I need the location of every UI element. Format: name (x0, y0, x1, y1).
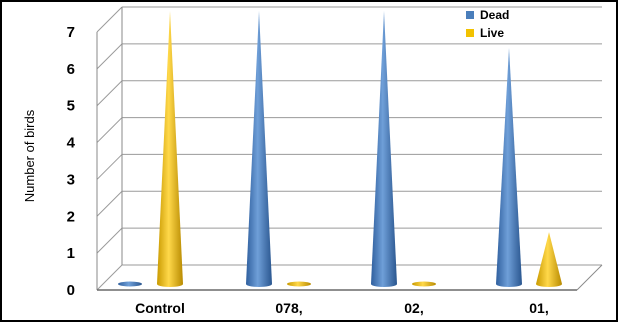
gridline-diagonal (96, 154, 123, 180)
y-tick-label: 5 (67, 98, 75, 115)
gridline-diagonal (96, 190, 123, 217)
x-category-label: 01, (529, 300, 548, 316)
gridline-diagonal (96, 80, 123, 107)
y-tick-label: 3 (67, 171, 75, 188)
y-axis-title: Number of birds (22, 109, 37, 202)
cone-marks (118, 11, 562, 287)
legend-swatch-dead (466, 11, 474, 19)
axes (96, 7, 603, 291)
x-category-label: 02, (404, 300, 423, 316)
y-tick-label: 7 (67, 24, 75, 41)
cone-live (536, 232, 562, 287)
gridline-diagonal (96, 117, 123, 143)
legend: Dead Live (466, 8, 509, 40)
cone-dead (246, 11, 272, 287)
legend-swatch-live (466, 29, 474, 37)
cone-dead (496, 47, 522, 287)
cone-base-dead (118, 281, 142, 287)
gridline-diagonal (96, 227, 123, 254)
gridline-diagonal (96, 43, 123, 70)
legend-label-live: Live (480, 26, 504, 40)
x-category-labels: Control 078, 02, 01, (135, 300, 549, 316)
gridline-diagonal (96, 6, 123, 33)
y-tick-label: 6 (67, 61, 75, 78)
x-category-label: Control (135, 300, 185, 316)
cone-live (157, 11, 183, 287)
floor-edge (576, 264, 603, 291)
cone-base-live (287, 281, 311, 287)
y-tick-label: 2 (67, 208, 75, 225)
x-category-label: 078, (275, 300, 302, 316)
gridlines (96, 6, 602, 291)
y-tick-label: 4 (67, 135, 76, 152)
gridline-diagonal (96, 264, 123, 291)
cone-dead (371, 11, 397, 287)
y-tick-label: 1 (67, 245, 75, 262)
legend-label-dead: Dead (480, 8, 509, 22)
cone-base-live (412, 281, 436, 287)
y-tick-label: 0 (67, 282, 75, 299)
y-tick-labels: 0 1 2 3 4 5 6 7 (67, 24, 76, 299)
